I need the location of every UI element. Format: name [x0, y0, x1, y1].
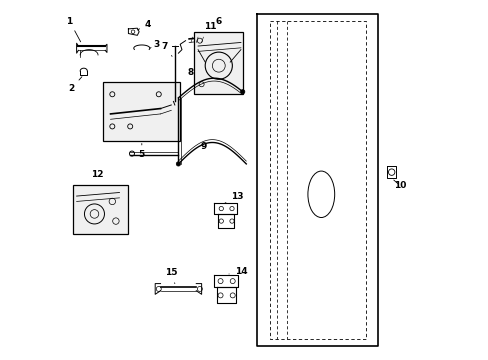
Text: 12: 12 — [91, 170, 103, 179]
Text: 13: 13 — [224, 192, 243, 203]
Text: 3: 3 — [149, 40, 160, 49]
FancyBboxPatch shape — [194, 32, 242, 94]
Text: 4: 4 — [137, 20, 151, 30]
Text: 9: 9 — [200, 141, 206, 150]
Circle shape — [240, 90, 244, 94]
Text: 5: 5 — [139, 144, 144, 159]
Text: 8: 8 — [187, 68, 194, 77]
Text: 1: 1 — [66, 17, 81, 42]
Text: 2: 2 — [68, 77, 82, 93]
Circle shape — [176, 162, 180, 166]
Text: 10: 10 — [393, 180, 405, 190]
FancyBboxPatch shape — [103, 82, 180, 141]
FancyBboxPatch shape — [73, 185, 128, 234]
Text: 11: 11 — [204, 22, 216, 31]
Text: 6: 6 — [215, 17, 221, 26]
Text: 14: 14 — [228, 267, 247, 276]
Text: 7: 7 — [161, 41, 172, 57]
Text: 15: 15 — [164, 268, 177, 284]
